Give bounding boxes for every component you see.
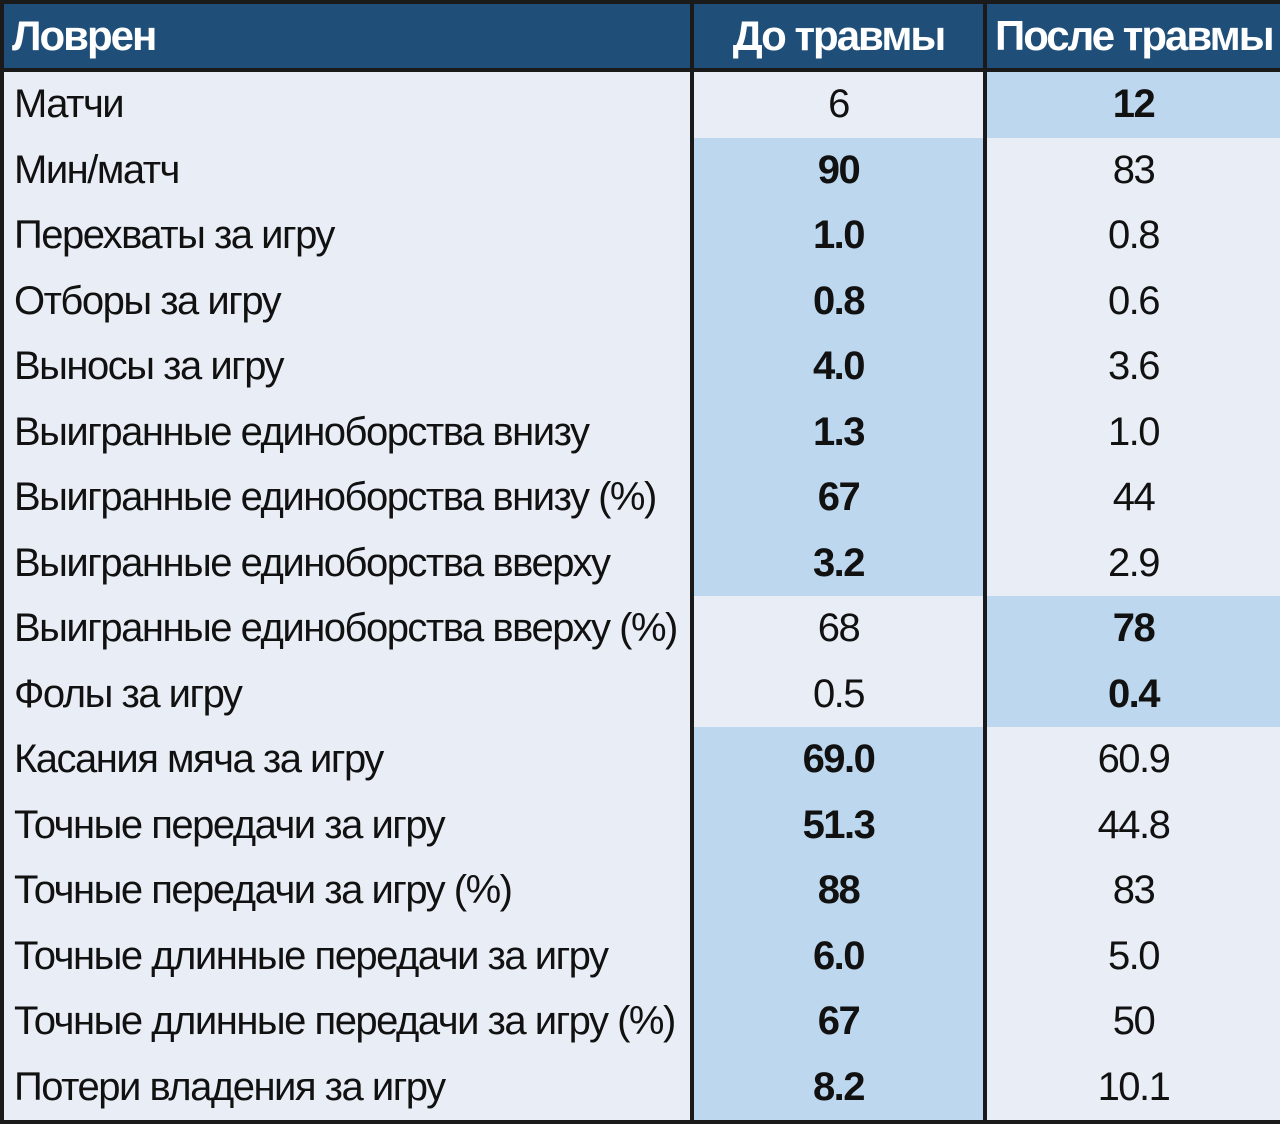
table-row: Точные длинные передачи за игру 6.0 5.0 [2,923,1280,989]
row-label: Касания мяча за игру [2,726,692,793]
after-value: 2.9 [983,530,1280,596]
before-value: 6.0 [690,923,985,989]
before-value: 90 [690,137,985,203]
row-label: Точные длинные передачи за игру (%) [2,988,692,1055]
row-label: Точные передачи за игру [2,792,692,858]
table-row: Точные передачи за игру 51.3 44.8 [2,792,1280,858]
header-after-injury: После травмы [983,2,1280,72]
row-label: Выигранные единоборства внизу [2,399,692,465]
row-label: Мин/матч [2,137,692,203]
header-row: Ловрен До травмы После травмы [2,2,1280,72]
table-row: Перехваты за игру 1.0 0.8 [2,202,1280,269]
after-value: 0.8 [983,202,1280,269]
row-label: Фолы за игру [2,661,692,727]
table-row: Мин/матч 90 83 [2,137,1280,203]
row-label: Отборы за игру [2,268,692,334]
before-value: 0.5 [690,661,985,727]
before-value: 3.2 [690,530,985,596]
row-label: Точные передачи за игру (%) [2,857,692,924]
row-label: Выигранные единоборства внизу (%) [2,464,692,531]
before-value: 1.0 [690,202,985,269]
after-value: 44.8 [983,792,1280,858]
after-value: 3.6 [983,333,1280,400]
before-value: 88 [690,857,985,924]
after-value: 0.4 [983,661,1280,727]
before-value: 1.3 [690,399,985,465]
header-before-injury: До травмы [690,2,985,72]
before-value: 0.8 [690,268,985,334]
before-value: 6 [690,70,985,138]
table-row: Точные передачи за игру (%) 88 83 [2,857,1280,924]
after-value: 1.0 [983,399,1280,465]
before-value: 67 [690,988,985,1055]
after-value: 10.1 [983,1054,1280,1122]
table-row: Выигранные единоборства внизу (%) 67 44 [2,464,1280,531]
table-row: Потери владения за игру 8.2 10.1 [2,1054,1280,1122]
table-row: Точные длинные передачи за игру (%) 67 50 [2,988,1280,1055]
table-row: Матчи 6 12 [2,70,1280,138]
table-row: Касания мяча за игру 69.0 60.9 [2,726,1280,793]
before-value: 69.0 [690,726,985,793]
before-value: 51.3 [690,792,985,858]
before-value: 4.0 [690,333,985,400]
after-value: 44 [983,464,1280,531]
row-label: Точные длинные передачи за игру [2,923,692,989]
after-value: 60.9 [983,726,1280,793]
after-value: 78 [983,595,1280,662]
header-player-name: Ловрен [2,2,692,72]
after-value: 5.0 [983,923,1280,989]
after-value: 12 [983,70,1280,138]
table-row: Выносы за игру 4.0 3.6 [2,333,1280,400]
before-value: 67 [690,464,985,531]
row-label: Перехваты за игру [2,202,692,269]
before-value: 8.2 [690,1054,985,1122]
row-label: Выигранные единоборства вверху (%) [2,595,692,662]
table-row: Фолы за игру 0.5 0.4 [2,661,1280,727]
row-label: Выносы за игру [2,333,692,400]
after-value: 83 [983,857,1280,924]
table-row: Выигранные единоборства внизу 1.3 1.0 [2,399,1280,465]
before-value: 68 [690,595,985,662]
table-row: Отборы за игру 0.8 0.6 [2,268,1280,334]
row-label: Выигранные единоборства вверху [2,530,692,596]
table-row: Выигранные единоборства вверху 3.2 2.9 [2,530,1280,596]
table-row: Выигранные единоборства вверху (%) 68 78 [2,595,1280,662]
after-value: 0.6 [983,268,1280,334]
after-value: 83 [983,137,1280,203]
stats-body: Матчи 6 12 Мин/матч 90 83 Перехваты за игру 1.0… [2,70,1280,1122]
row-label: Потери владения за игру [2,1054,692,1122]
row-label: Матчи [2,70,692,138]
after-value: 50 [983,988,1280,1055]
